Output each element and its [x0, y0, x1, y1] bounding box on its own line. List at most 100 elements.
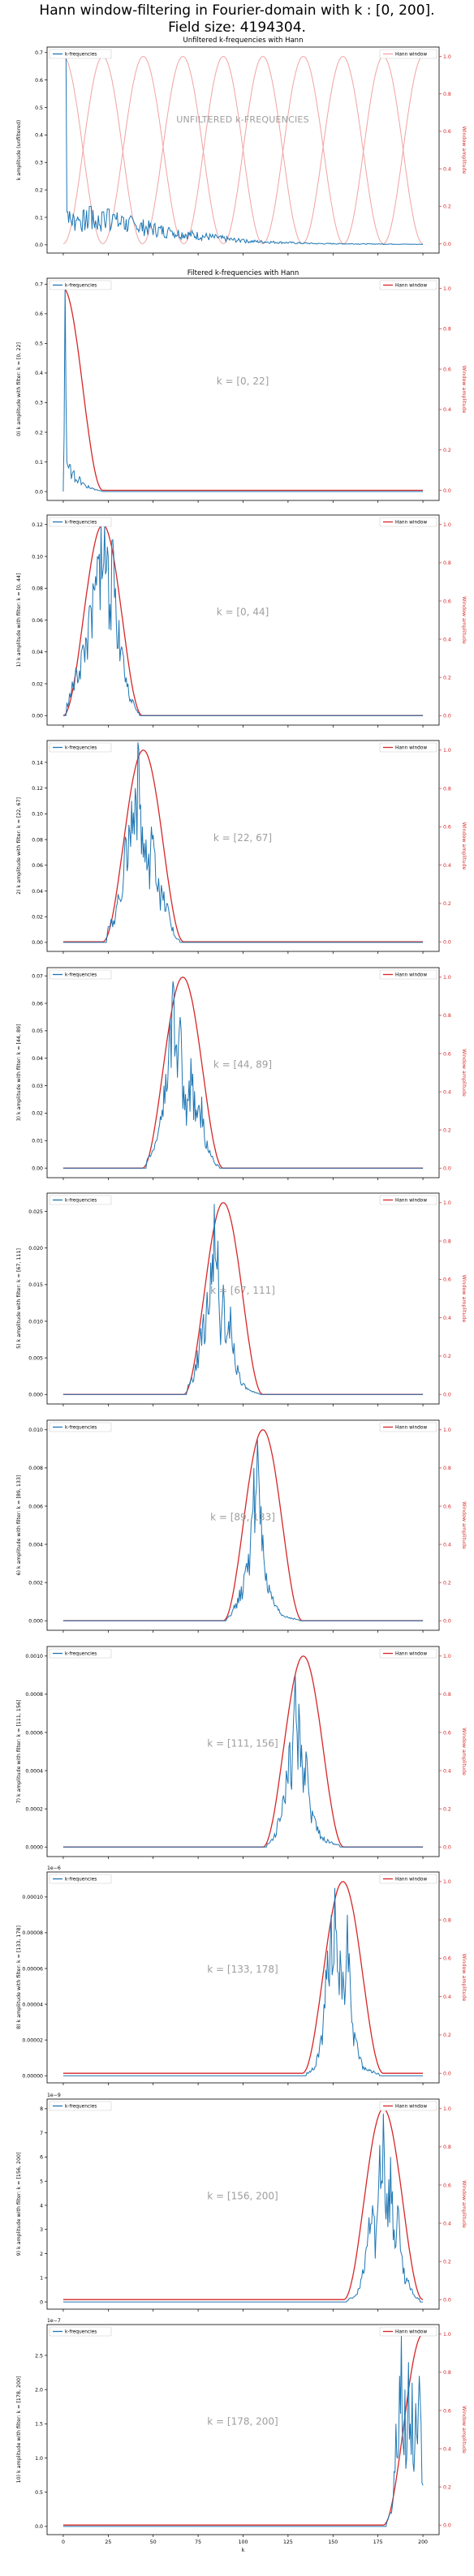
y-tick-label: 0.004: [28, 1542, 43, 1548]
y2-tick-label: 1.0: [443, 522, 451, 528]
y2-axis-label: Window amplitude: [461, 822, 467, 870]
legend-label: k-frequencies: [65, 1199, 97, 1204]
y-tick-label: 5: [40, 2179, 43, 2185]
y-tick-label: 0.3: [35, 161, 43, 166]
y-tick-label: 0.6: [35, 78, 43, 84]
y-tick-label: 0: [40, 2299, 43, 2305]
hann-window-line: [62, 1202, 424, 1395]
legend-box: [379, 1874, 437, 1884]
y-axis-label: 6) k amplitude with filter: k = [89, 133…: [16, 1475, 22, 1576]
filter-range-annotation: k = [111, 156]: [207, 1738, 278, 1750]
x-tick-label: 175: [373, 2540, 383, 2545]
y2-tick-label: 0.4: [443, 166, 451, 172]
y2-tick-label: 1.0: [443, 2332, 451, 2338]
y-axis-label: 8) k amplitude with filter: k = [133, 17…: [16, 1926, 22, 2029]
legend-box: [379, 1422, 437, 1432]
y2-tick-label: 0.0: [443, 1845, 451, 1851]
y2-tick-label: 0.8: [443, 327, 451, 333]
y2-tick-label: 1.0: [443, 975, 451, 981]
figure-title-line2: Field size: 4194304.: [168, 19, 306, 36]
legend-k-frequencies: k-frequencies: [49, 2326, 112, 2337]
y2-axis-label: Window amplitude: [461, 1275, 467, 1323]
y-tick-label: 0.05: [32, 1028, 43, 1034]
hann-window-line: [62, 2333, 424, 2526]
y2-tick-label: 0.4: [443, 2221, 451, 2226]
y2-tick-label: 0.0: [443, 939, 451, 945]
legend-label: Hann window: [395, 2105, 427, 2110]
y-tick-label: 0.000: [28, 1393, 43, 1398]
y-exponent-label: 1e−9: [47, 2093, 61, 2098]
y-tick-label: 0.5: [35, 2490, 43, 2496]
y-axis-label: k amplitude (unfiltered): [16, 120, 22, 181]
legend-hann-window: Hann window: [379, 280, 437, 290]
y-tick-label: 0.14: [32, 760, 43, 766]
y-tick-label: 1.5: [35, 2422, 43, 2428]
y2-tick-label: 0.2: [443, 1580, 451, 1586]
y2-tick-label: 0.4: [443, 2446, 451, 2452]
y2-axis-label: Window amplitude: [461, 2180, 467, 2228]
hann-window-line: [343, 55, 424, 244]
y2-tick-label: 0.4: [443, 1542, 451, 1548]
legend-box: [49, 517, 112, 527]
legend-label: k-frequencies: [65, 53, 97, 58]
y2-tick-label: 0.2: [443, 2259, 451, 2265]
y2-tick-label: 0.4: [443, 637, 451, 642]
k-frequencies-line: [62, 2113, 424, 2303]
subplot-1: Filtered k-frequencies with Hann 0.0 0.1 0.…: [16, 269, 467, 503]
y-axis-label: 10) k amplitude with filter: k = [178, 2…: [16, 2376, 22, 2484]
y2-tick-label: 1.0: [443, 1654, 451, 1659]
y-tick-label: 0.0004: [25, 1768, 43, 1774]
x-tick-label: 75: [195, 2540, 201, 2545]
k-frequencies-line: [62, 742, 424, 943]
legend-label: Hann window: [395, 53, 427, 58]
legend-box: [49, 969, 112, 980]
y2-tick-label: 0.4: [443, 1089, 451, 1095]
hann-window-line: [302, 55, 384, 244]
y2-tick-label: 0.4: [443, 1768, 451, 1774]
legend-k-frequencies: k-frequencies: [49, 49, 112, 59]
y2-tick-label: 0.2: [443, 675, 451, 680]
k-frequencies-line: [62, 1204, 424, 1395]
hann-window-line: [62, 287, 424, 492]
legend-box: [379, 969, 437, 980]
y-tick-label: 0.2: [35, 187, 43, 193]
legend-hann-window: Hann window: [379, 1195, 437, 1205]
y-tick-label: 0.02: [32, 914, 43, 920]
y-axis-label: 2) k amplitude with filter: k = [22, 67]: [16, 797, 22, 895]
y2-axis-label: Window amplitude: [461, 1501, 467, 1549]
y-tick-label: 0.00008: [22, 1930, 43, 1936]
y-tick-label: 0.4: [35, 371, 43, 376]
y-tick-label: 8: [40, 2106, 43, 2112]
y2-tick-label: 0.2: [443, 901, 451, 907]
legend-label: Hann window: [395, 973, 427, 978]
y2-tick-label: 1.0: [443, 2106, 451, 2112]
y-tick-label: 0.5: [35, 105, 43, 111]
k-frequencies-line: [62, 981, 424, 1169]
k-frequencies-line: [62, 524, 424, 716]
y2-tick-label: 0.6: [443, 1277, 451, 1283]
legend-hann-window: Hann window: [379, 2101, 437, 2111]
y-tick-label: 1: [40, 2276, 43, 2282]
y-tick-label: 6: [40, 2155, 43, 2161]
filter-range-annotation: k = [22, 67]: [213, 832, 272, 844]
filter-range-annotation: k = [156, 200]: [207, 2191, 278, 2202]
y2-tick-label: 0.0: [443, 242, 451, 247]
y2-tick-label: 0.0: [443, 714, 451, 719]
y-tick-label: 0.1: [35, 215, 43, 221]
y-tick-label: 0.010: [28, 1428, 43, 1433]
y2-tick-label: 1.0: [443, 748, 451, 753]
y2-tick-label: 0.4: [443, 1316, 451, 1321]
x-tick-label: 25: [105, 2540, 111, 2545]
y2-tick-label: 0.6: [443, 599, 451, 604]
y-tick-label: 0.002: [28, 1580, 43, 1586]
y2-tick-label: 0.0: [443, 488, 451, 494]
x-axis-label: k: [242, 2547, 245, 2553]
y2-tick-label: 0.4: [443, 1994, 451, 2000]
y-tick-label: 0.10: [32, 554, 43, 560]
filter-range-annotation: k = [89, 133]: [210, 1512, 275, 1523]
y2-axis-label: Window amplitude: [461, 366, 467, 414]
x-tick-label: 0: [62, 2540, 65, 2545]
y-tick-label: 0.2: [35, 430, 43, 436]
y-tick-label: 0.06: [32, 1001, 43, 1007]
y-tick-label: 0.0008: [25, 1692, 43, 1698]
